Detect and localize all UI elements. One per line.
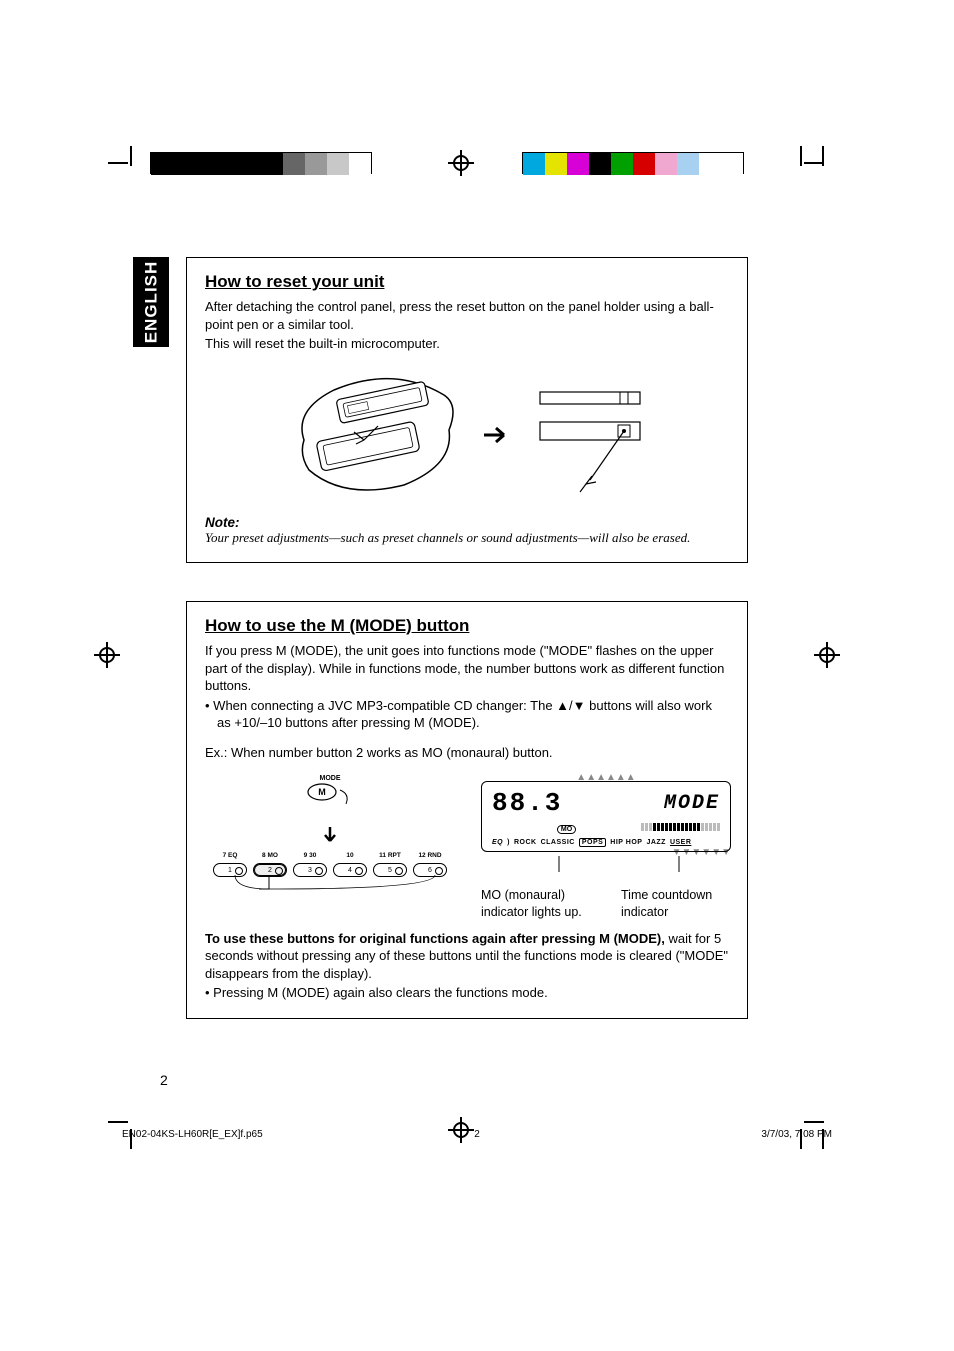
- section-title: How to use the M (MODE) button: [205, 616, 729, 636]
- language-tab: ENGLISH: [133, 257, 169, 347]
- registration-target-icon: [816, 644, 838, 666]
- paragraph: To use these buttons for original functi…: [205, 930, 729, 983]
- m-button-icon: M: [300, 782, 360, 820]
- section-title: How to reset your unit: [205, 272, 729, 292]
- frequency-readout: 88.3: [492, 788, 562, 818]
- crop-tick: [800, 146, 802, 166]
- footer: EN02-04KS-LH60R[E_EX]f.p65 2 3/7/03, 7:0…: [122, 1129, 832, 1140]
- registration-target-icon: [450, 152, 472, 174]
- paragraph: This will reset the built-in microcomput…: [205, 335, 729, 353]
- reset-button-drawing: [530, 380, 650, 490]
- mode-flash-text: MODE: [664, 792, 720, 815]
- eq-mode-row: EQ)ROCKCLASSICPOPSHIP HOPJAZZUSER: [492, 838, 720, 847]
- lcd-display: 88.3 MODE MO EQ)ROCKCLASSICPOPSHIP HOPJA…: [481, 781, 731, 852]
- note-body: Your preset adjustments—such as preset c…: [205, 530, 729, 546]
- footer-timestamp: 3/7/03, 7:08 PM: [761, 1129, 832, 1140]
- mode-illustration-row: MODE M 7 EQ8 MO9 301011 RPT12 RND 123456: [205, 775, 729, 920]
- mode-button-drawing: MODE M 7 EQ8 MO9 301011 RPT12 RND 123456: [205, 775, 455, 898]
- registration-target-icon: [96, 644, 118, 666]
- svg-text:M: M: [318, 787, 326, 797]
- crop-tick: [804, 162, 824, 164]
- button-top-labels: 7 EQ8 MO9 301011 RPT12 RND: [205, 852, 455, 859]
- number-button: 2: [253, 863, 287, 877]
- section-reset-unit: How to reset your unit After detaching t…: [186, 257, 748, 563]
- footer-filename: EN02-04KS-LH60R[E_EX]f.p65: [122, 1129, 263, 1140]
- note-label: Note:: [205, 515, 729, 530]
- example-text: Ex.: When number button 2 works as MO (m…: [205, 744, 729, 762]
- paragraph: If you press M (MODE), the unit goes int…: [205, 642, 729, 695]
- crop-tick: [804, 1121, 824, 1123]
- registration-row-top: [0, 150, 954, 180]
- crop-tick: [108, 162, 128, 164]
- reset-illustration: [205, 365, 729, 505]
- color-bar-left: [150, 152, 372, 174]
- caption-countdown: Time countdown indicator: [621, 887, 721, 920]
- list-item: When connecting a JVC MP3-compatible CD …: [205, 697, 729, 732]
- countdown-indicator: [641, 823, 720, 831]
- crop-tick: [108, 1121, 128, 1123]
- caption-mo: MO (monaural) indicator lights up.: [481, 887, 591, 920]
- footer-page: 2: [474, 1129, 480, 1140]
- number-button: 6: [413, 863, 447, 877]
- mode-label: MODE: [205, 775, 455, 782]
- color-bar-right: [522, 152, 744, 174]
- number-button: 3: [293, 863, 327, 877]
- page: ENGLISH How to reset your unit After det…: [0, 0, 954, 1351]
- crop-tick: [822, 146, 824, 166]
- page-number: 2: [160, 1072, 168, 1088]
- display-drawing: ▲▲▲▲▲▲ 88.3 MODE MO EQ)ROCKCLASSICPOPSHI…: [481, 775, 731, 920]
- button-callout-line: [205, 875, 455, 893]
- crop-tick: [130, 146, 132, 166]
- arrow-right-icon: [482, 425, 512, 445]
- section-body: If you press M (MODE), the unit goes int…: [205, 642, 729, 732]
- mo-indicator: MO: [557, 825, 576, 834]
- section-body: After detaching the control panel, press…: [205, 298, 729, 353]
- up-down-triangle-icon: ▲/▼: [556, 698, 585, 713]
- arrow-down-icon: [322, 825, 338, 847]
- section-mode-button: How to use the M (MODE) button If you pr…: [186, 601, 748, 1019]
- panel-holder-drawing: [284, 370, 464, 500]
- number-button: 4: [333, 863, 367, 877]
- number-button: 1: [213, 863, 247, 877]
- paragraph: After detaching the control panel, press…: [205, 298, 729, 333]
- number-button: 5: [373, 863, 407, 877]
- callout-lines: [481, 856, 731, 876]
- list-item: Pressing M (MODE) again also clears the …: [205, 984, 729, 1002]
- language-label: ENGLISH: [141, 261, 161, 344]
